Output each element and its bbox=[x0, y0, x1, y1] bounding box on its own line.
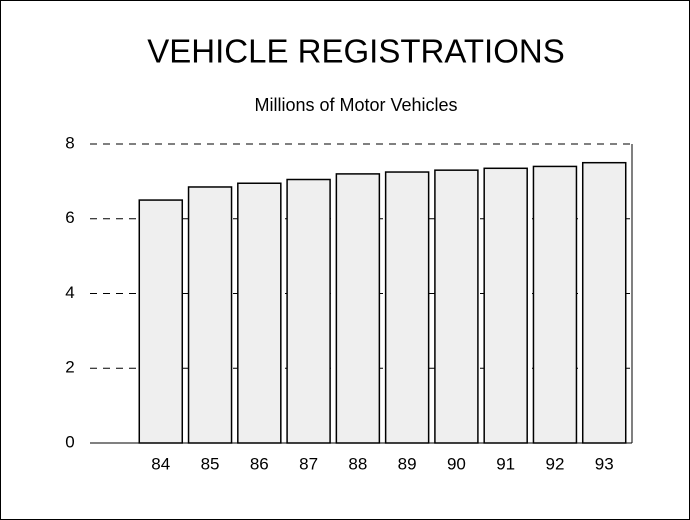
bar bbox=[187, 186, 233, 444]
x-tick-label: 87 bbox=[299, 454, 318, 473]
bar bbox=[138, 199, 184, 444]
bar bbox=[286, 178, 331, 444]
y-tick-label: 4 bbox=[65, 283, 74, 302]
x-tick-label: 92 bbox=[545, 454, 564, 473]
y-tick-label: 2 bbox=[65, 358, 74, 377]
bar bbox=[532, 165, 578, 444]
x-tick-label: 88 bbox=[348, 454, 367, 473]
bar bbox=[237, 182, 282, 444]
bar bbox=[483, 167, 528, 444]
y-tick-label: 0 bbox=[65, 432, 74, 451]
x-tick-label: 91 bbox=[496, 454, 515, 473]
bar bbox=[581, 161, 627, 444]
y-tick-label: 6 bbox=[65, 208, 74, 227]
x-tick-label: 86 bbox=[250, 454, 269, 473]
chart-subtitle: Millions of Motor Vehicles bbox=[254, 95, 457, 115]
x-tick-label: 84 bbox=[151, 454, 170, 473]
bar bbox=[335, 173, 381, 444]
y-tick-label: 8 bbox=[65, 133, 74, 152]
x-tick-label: 85 bbox=[201, 454, 220, 473]
chart-title: VEHICLE REGISTRATIONS bbox=[147, 33, 564, 70]
x-tick-label: 93 bbox=[595, 454, 614, 473]
bar bbox=[384, 171, 430, 444]
x-tick-label: 90 bbox=[447, 454, 466, 473]
bar bbox=[434, 169, 479, 444]
x-tick-label: 89 bbox=[398, 454, 417, 473]
